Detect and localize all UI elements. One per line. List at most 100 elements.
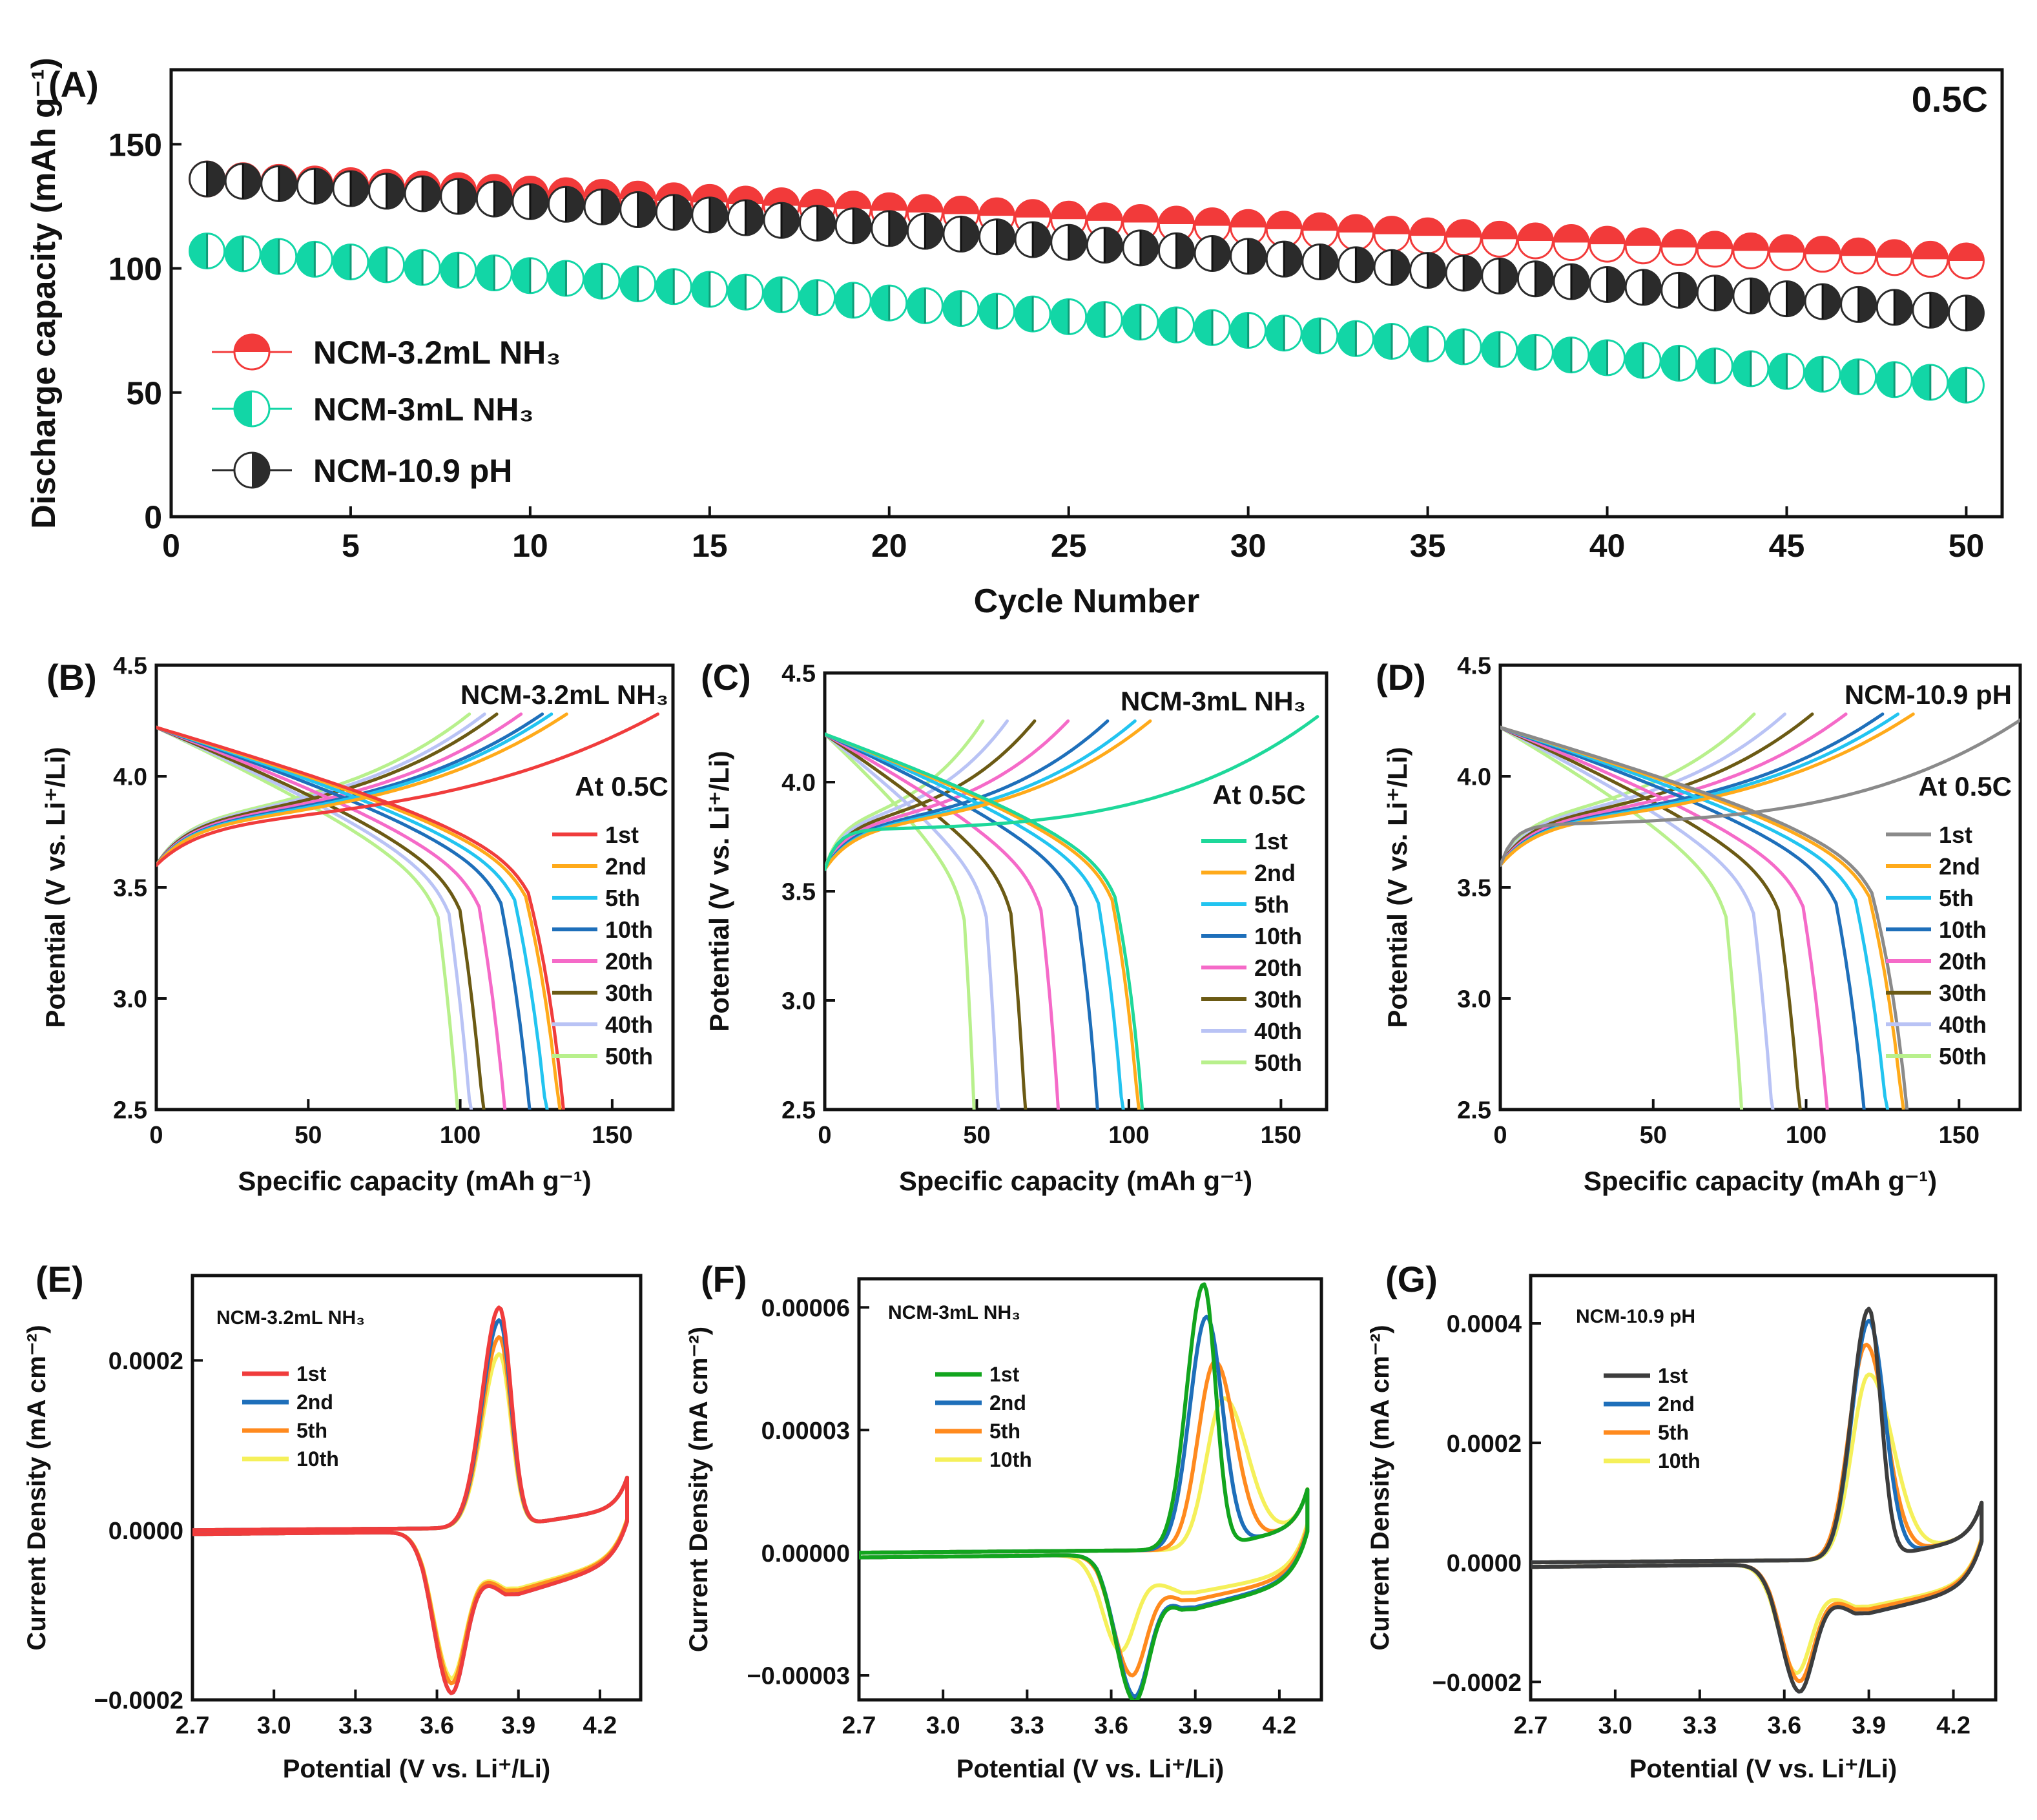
legend-label: NCM-10.9 pH (313, 453, 512, 489)
legend-label: 10th (605, 916, 653, 943)
panel-label: (E) (36, 1259, 84, 1299)
data-point (404, 175, 441, 212)
marker-fill (1159, 307, 1177, 343)
data-point (1876, 239, 1913, 276)
charge-curve-1st (825, 715, 1319, 871)
x-tick-label: 150 (1261, 1122, 1301, 1149)
charge-curve-30th (825, 719, 1037, 871)
marker-fill (566, 187, 584, 222)
data-point (1445, 328, 1482, 366)
legend-label: 30th (1939, 980, 1987, 1006)
marker-fill (458, 179, 476, 214)
plot-frame (154, 663, 675, 1112)
panel-label: (F) (701, 1259, 747, 1299)
marker-fill (1697, 231, 1733, 249)
y-tick-label: 0 (144, 499, 162, 535)
marker-fill (422, 176, 440, 212)
data-point (1589, 225, 1626, 263)
x-tick-label: 45 (1769, 528, 1805, 564)
marker-fill (1051, 202, 1086, 220)
data-point (1840, 358, 1877, 396)
marker-fill (1769, 235, 1804, 253)
data-point (1947, 366, 1985, 404)
marker-fill (602, 189, 620, 225)
marker-fill (1518, 335, 1536, 370)
marker-fill (764, 188, 799, 206)
legend-label: 40th (605, 1011, 653, 1038)
marker-fill (1750, 278, 1768, 314)
data-point (583, 188, 621, 225)
y-axis-label: Discharge capacity (mAh g⁻¹) (25, 57, 63, 529)
y-tick-label: 0.00000 (761, 1540, 850, 1567)
data-point (440, 178, 477, 215)
chart-title: NCM-3mL NH₃ (888, 1302, 1020, 1323)
y-tick-label: −0.0002 (94, 1688, 183, 1715)
data-point (475, 180, 513, 218)
marker-fill (1841, 359, 1859, 395)
marker-fill (907, 194, 943, 212)
data-point (1696, 274, 1733, 312)
data-point (727, 273, 764, 311)
discharge-curve-1st (156, 725, 565, 1110)
series-2 (189, 160, 1985, 332)
x-tick-label: 0 (149, 1122, 163, 1149)
data-point (1732, 277, 1770, 315)
panel-g: 2.7 3.0 3.3 3.6 3.9 4.2 −0.0002 0.0000 0.0002 0.0… (1366, 1259, 1998, 1783)
data-point (512, 183, 549, 220)
marker-fill (1446, 220, 1482, 238)
marker-fill (871, 285, 889, 321)
data-point (1481, 257, 1518, 295)
legend-label: 20th (1254, 955, 1302, 981)
x-axis-label: Potential (V vs. Li⁺/Li) (956, 1755, 1225, 1783)
marker-fill (1518, 223, 1553, 241)
x-tick-label: 30 (1230, 528, 1267, 564)
charge-curve-30th (156, 712, 499, 867)
marker-fill (297, 242, 315, 277)
data-point (1409, 326, 1447, 363)
data-point (583, 262, 621, 300)
legend-label: 10th (989, 1448, 1032, 1471)
legend: 1st 2nd 5th 10th 20th 30th 40th 50th (552, 822, 653, 1070)
data-point (224, 235, 262, 273)
x-tick-label: 150 (592, 1122, 632, 1149)
y-tick-label: 0.00006 (761, 1295, 850, 1322)
marker-fill (1626, 343, 1644, 378)
marker-fill (728, 186, 763, 204)
x-tick-label: 0 (1493, 1122, 1507, 1149)
data-point (691, 196, 729, 234)
legend-label: 2nd (1939, 853, 1980, 880)
marker-fill (1769, 354, 1787, 389)
data-point (1481, 220, 1518, 258)
legend-label: 50th (605, 1043, 653, 1070)
marker-fill (1051, 299, 1069, 335)
data-point (1014, 295, 1051, 333)
data-point (1768, 234, 1805, 271)
marker-fill (781, 203, 799, 238)
marker-fill (1661, 346, 1679, 381)
legend-label: 5th (1939, 885, 1974, 911)
charge-curve-2nd (156, 712, 568, 867)
legend-marker-fill (252, 453, 269, 488)
marker-fill (1661, 230, 1697, 248)
x-tick-label: 3.6 (420, 1712, 454, 1739)
marker-fill (261, 239, 279, 274)
cv-curve-1st (192, 1305, 629, 1695)
marker-fill (1589, 227, 1625, 245)
marker-fill (1715, 275, 1733, 311)
legend-label: 10th (296, 1447, 339, 1471)
marker-fill (692, 185, 727, 203)
data-point (763, 276, 800, 313)
data-point (1194, 235, 1231, 273)
data-point (1553, 336, 1590, 374)
marker-fill (1912, 365, 1930, 400)
cv-curve-2nd (192, 1318, 629, 1695)
cv-curve-5th (1531, 1343, 1984, 1684)
x-tick-label: 15 (692, 528, 728, 564)
marker-fill (1374, 216, 1409, 234)
data-point (1086, 227, 1123, 264)
y-tick-label: −0.0002 (1432, 1670, 1522, 1697)
x-tick-label: 20 (871, 528, 907, 564)
data-point (475, 254, 513, 292)
marker-fill (1679, 273, 1697, 308)
data-point (906, 287, 944, 324)
